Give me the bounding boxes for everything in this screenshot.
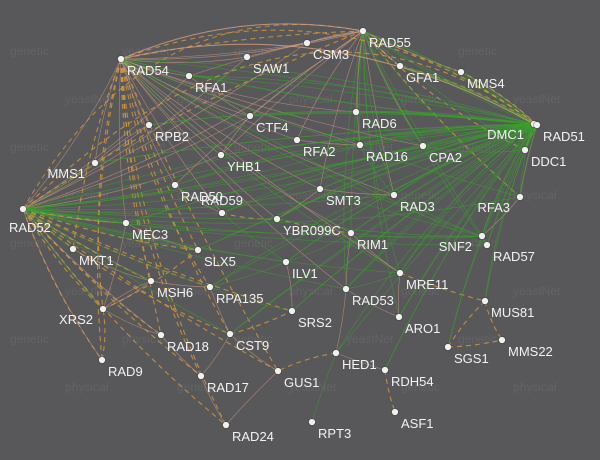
svg-text:MKT1: MKT1 (79, 253, 114, 268)
svg-text:genetic: genetic (458, 332, 497, 346)
svg-text:RAD55: RAD55 (369, 35, 411, 50)
svg-text:RFA2: RFA2 (303, 144, 336, 159)
svg-text:yeastNet: yeastNet (65, 92, 113, 106)
svg-text:RPT3: RPT3 (318, 426, 351, 441)
svg-text:CSM3: CSM3 (313, 47, 349, 62)
svg-text:physical: physical (513, 380, 556, 394)
svg-text:SRS2: SRS2 (298, 315, 332, 330)
svg-text:CST9: CST9 (236, 338, 269, 353)
svg-text:yeastNet: yeastNet (346, 332, 394, 346)
svg-text:SMT3: SMT3 (326, 193, 361, 208)
svg-text:physical: physical (289, 284, 332, 298)
svg-text:ARO1: ARO1 (405, 321, 440, 336)
svg-text:RIM1: RIM1 (357, 237, 388, 252)
svg-text:MMS1: MMS1 (47, 166, 85, 181)
svg-text:YHB1: YHB1 (227, 159, 261, 174)
svg-text:YBR099C: YBR099C (283, 223, 341, 238)
svg-text:SNF2: SNF2 (439, 239, 472, 254)
svg-text:RPB2: RPB2 (155, 129, 189, 144)
svg-text:MUS81: MUS81 (491, 305, 534, 320)
svg-text:DMC1: DMC1 (487, 127, 524, 142)
svg-text:RAD51: RAD51 (543, 129, 585, 144)
svg-text:yeastNet: yeastNet (513, 92, 561, 106)
svg-text:genetic: genetic (10, 332, 49, 346)
svg-text:MEC3: MEC3 (132, 227, 168, 242)
svg-text:CTF4: CTF4 (256, 120, 289, 135)
svg-text:GFA1: GFA1 (406, 70, 439, 85)
svg-text:RAD3: RAD3 (400, 199, 435, 214)
svg-text:SLX5: SLX5 (204, 254, 236, 269)
svg-text:MMS4: MMS4 (467, 76, 505, 91)
svg-text:RAD17: RAD17 (207, 380, 249, 395)
svg-text:RAD57: RAD57 (493, 249, 535, 264)
svg-text:RAD24: RAD24 (232, 429, 274, 444)
svg-text:genetic: genetic (401, 92, 440, 106)
svg-text:XRS2: XRS2 (59, 312, 93, 327)
svg-text:ASF1: ASF1 (401, 416, 434, 431)
svg-text:RAD16: RAD16 (366, 149, 408, 164)
svg-text:genetic: genetic (234, 236, 273, 250)
svg-text:RAD53: RAD53 (352, 293, 394, 308)
svg-text:MSH6: MSH6 (157, 285, 193, 300)
svg-text:genetic: genetic (458, 44, 497, 58)
svg-text:genetic: genetic (10, 44, 49, 58)
svg-text:RAD9: RAD9 (108, 364, 143, 379)
svg-text:genetic: genetic (10, 140, 49, 154)
svg-text:RAD59: RAD59 (201, 193, 243, 208)
svg-text:MRE11: MRE11 (406, 277, 448, 292)
svg-text:RFA3: RFA3 (477, 200, 510, 215)
svg-text:RAD54: RAD54 (127, 63, 169, 78)
svg-text:HED1: HED1 (342, 357, 377, 372)
svg-text:RFA1: RFA1 (195, 80, 228, 95)
svg-text:CPA2: CPA2 (429, 150, 462, 165)
svg-text:genetic: genetic (10, 236, 49, 250)
svg-text:RPA135: RPA135 (216, 291, 263, 306)
svg-text:ILV1: ILV1 (292, 266, 318, 281)
svg-text:RDH54: RDH54 (391, 374, 434, 389)
svg-text:MMS22: MMS22 (508, 344, 553, 359)
svg-text:DDC1: DDC1 (531, 154, 566, 169)
svg-text:genetic: genetic (234, 44, 273, 58)
svg-text:SAW1: SAW1 (253, 61, 289, 76)
svg-text:RAD18: RAD18 (167, 339, 209, 354)
svg-text:RAD6: RAD6 (362, 116, 397, 131)
svg-text:GUS1: GUS1 (284, 375, 319, 390)
svg-text:RAD52: RAD52 (9, 220, 51, 235)
svg-text:SGS1: SGS1 (454, 351, 489, 366)
svg-text:physical: physical (65, 380, 108, 394)
svg-text:yeastNet: yeastNet (513, 284, 561, 298)
